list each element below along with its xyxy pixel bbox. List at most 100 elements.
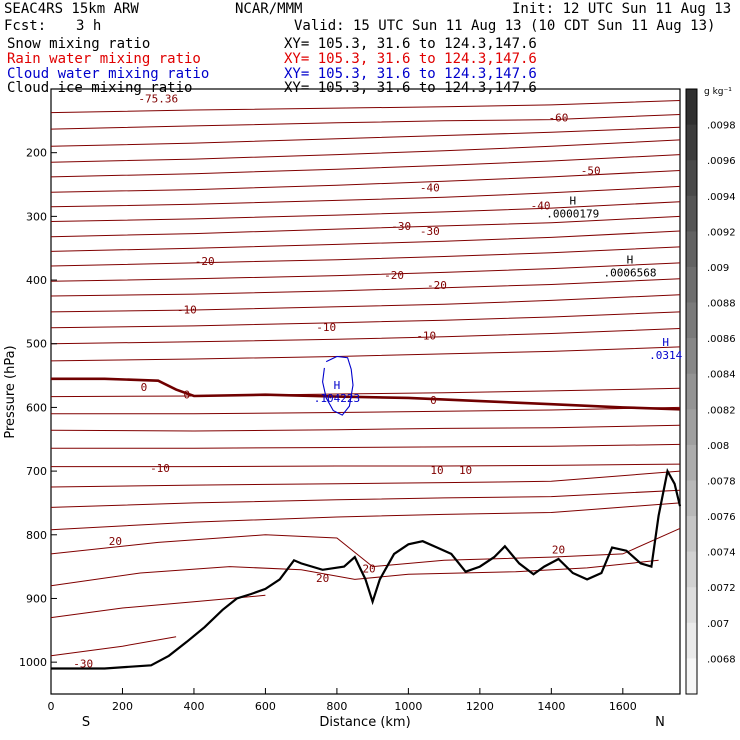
max-marker-h: H — [334, 379, 341, 392]
colorbar-tick-label: .0088 — [707, 299, 736, 310]
field-snow-name: Snow mixing ratio — [7, 36, 151, 52]
isotherm-line — [51, 406, 681, 415]
isotherm-line — [50, 387, 681, 398]
y-tick-label: 900 — [26, 592, 47, 605]
field-rain-xy: XY= 105.3, 31.6 to 124.3,147.6 — [284, 51, 537, 67]
isotherm-line — [50, 489, 681, 508]
contour-label: 0 — [141, 381, 148, 394]
contour-label: -50 — [581, 165, 601, 178]
colorbar-swatch — [686, 658, 697, 695]
init-time: Init: 12 UTC Sun 11 Aug 13 — [512, 1, 732, 17]
isotherm-line — [50, 311, 681, 329]
x-tick-label: 800 — [326, 700, 347, 713]
contour-label: -40 — [531, 200, 551, 213]
colorbar-tick-label: .007 — [707, 619, 729, 630]
isotherm-line — [50, 278, 681, 297]
colorbar-tick-label: .0096 — [707, 156, 736, 167]
field-cloudice-name: Cloud ice mixing ratio — [7, 80, 193, 96]
y-axis-title: Pressure (hPa) — [3, 345, 18, 438]
isotherm-line — [50, 170, 681, 193]
isotherm-line — [50, 470, 681, 488]
colorbar-swatch — [686, 231, 697, 268]
colorbar-swatch — [686, 160, 697, 197]
x-tick-label: 0 — [48, 700, 55, 713]
contour-label: -10 — [316, 321, 336, 334]
colorbar-tick-label: .0082 — [707, 405, 736, 416]
colorbar-swatch — [686, 409, 697, 446]
isotherm-contours — [50, 100, 681, 657]
contour-label: 10 — [459, 464, 472, 477]
y-tick-label: 600 — [26, 401, 47, 414]
cloud-water-line — [322, 355, 354, 416]
isotherm-line — [50, 502, 681, 531]
contour-label: 0 — [183, 389, 190, 402]
colorbar-unit: g kg⁻¹ — [704, 87, 732, 97]
isotherm-line — [50, 246, 681, 267]
max-marker-h: H — [569, 195, 576, 208]
colorbar-tick-label: .0094 — [707, 192, 736, 203]
colorbar-swatch — [686, 516, 697, 553]
y-tick-label: 1000 — [19, 656, 47, 669]
forecast-label: Fcst: — [4, 18, 47, 34]
max-marker-h: H — [662, 336, 669, 349]
isotherm-line — [50, 559, 659, 587]
max-marker-h: H — [627, 253, 634, 266]
y-tick-label: 800 — [26, 529, 47, 542]
max-marker-value: .0314 — [649, 349, 682, 362]
max-marker-value: .0006568 — [603, 266, 656, 279]
y-tick-label: 500 — [26, 338, 47, 351]
colorbar-swatch — [686, 587, 697, 624]
isotherm-line — [50, 100, 681, 114]
isotherm-line — [50, 636, 177, 657]
field-snow-xy: XY= 105.3, 31.6 to 124.3,147.6 — [284, 36, 537, 52]
colorbar-tick-label: .009 — [707, 263, 729, 274]
colorbar-swatch — [686, 551, 697, 588]
x-tick-label: 400 — [183, 700, 204, 713]
x-tick-label: 600 — [255, 700, 276, 713]
contour-label: -10 — [177, 303, 197, 316]
contour-label: 20 — [316, 572, 329, 585]
contour-label: -40 — [420, 182, 440, 195]
colorbar-swatch — [686, 338, 697, 375]
zero-isotherm-line — [51, 377, 681, 411]
x-tick-label: 1400 — [537, 700, 565, 713]
y-tick-label: 700 — [26, 465, 47, 478]
isotherm-line — [50, 139, 681, 163]
isotherm-line — [50, 262, 681, 282]
organization: NCAR/MMM — [235, 1, 303, 17]
y-tick-label: 400 — [26, 274, 47, 287]
colorbar-tick-label: .0078 — [707, 476, 736, 487]
isotherm-line — [50, 154, 681, 178]
isotherm-line — [51, 443, 681, 449]
max-marker-value: .104223 — [314, 392, 360, 405]
x-tick-label: 1200 — [466, 700, 494, 713]
contour-label: -75.36 — [138, 93, 178, 106]
contour-label: -30 — [73, 657, 93, 670]
contour-labels: -75.36 -60 -50 -40 -40 -30 -30 -20 -20 -20 -10 -10 -… — [73, 93, 600, 671]
colorbar-tick-label: .0092 — [707, 227, 736, 238]
contour-label: -10 — [416, 329, 436, 342]
isotherm-line — [50, 126, 681, 147]
contour-label: 20 — [552, 543, 565, 556]
max-marker-value: .0000179 — [546, 208, 599, 221]
isotherm-line — [50, 185, 681, 208]
x-axis-title: Distance (km) — [319, 715, 410, 730]
colorbar-swatch — [686, 622, 697, 659]
forecast-value: 3 h — [76, 18, 102, 34]
isotherm-line — [50, 114, 681, 130]
contour-label: 0 — [430, 394, 437, 407]
colorbar-frame — [685, 88, 698, 695]
colorbar-tick-label: .0098 — [707, 121, 736, 132]
terrain-profile — [51, 467, 682, 670]
colorbar-tick-label: .0076 — [707, 512, 736, 523]
direction-south: S — [82, 715, 90, 730]
isotherm-line — [50, 215, 681, 238]
colorbar-swatch — [686, 195, 697, 232]
direction-north: N — [655, 715, 665, 730]
isotherm-line — [50, 527, 681, 568]
field-cloudwater-xy: XY= 105.3, 31.6 to 124.3,147.6 — [284, 66, 537, 82]
contour-label: 20 — [109, 535, 122, 548]
colorbar-swatch — [686, 480, 697, 517]
